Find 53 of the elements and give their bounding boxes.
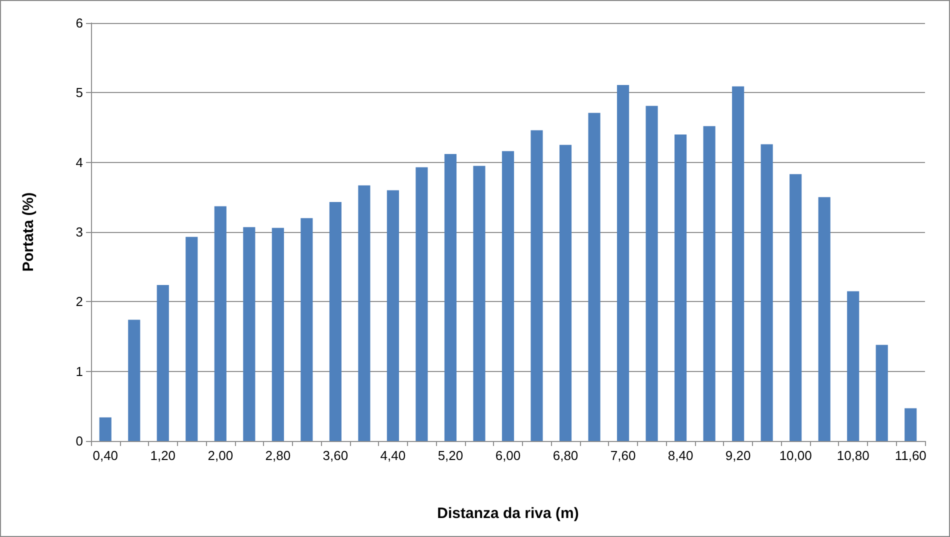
y-tick-label: 4: [76, 154, 83, 170]
bar: [588, 112, 600, 441]
bar: [386, 190, 400, 441]
x-tick-label: 10,00: [779, 448, 812, 463]
bar: [416, 167, 428, 441]
x-tick-label: 4,40: [380, 448, 406, 463]
bar: [760, 144, 773, 441]
bar: [732, 86, 744, 441]
bar: [502, 151, 514, 441]
x-tick-label: 10,80: [836, 448, 870, 463]
bar: [444, 154, 457, 441]
x-axis-title: Distanza da riva (m): [437, 505, 579, 522]
bar: [559, 144, 572, 441]
x-tick-label: 6,80: [552, 448, 578, 463]
y-tick-label: 0: [76, 434, 83, 448]
x-tick-label: 8,40: [668, 448, 694, 463]
x-tick-label: 3,60: [322, 448, 348, 463]
bar: [300, 218, 313, 441]
y-axis-title: Portata (%): [20, 192, 37, 272]
bar: [329, 202, 342, 441]
y-tick-label: 6: [76, 16, 83, 30]
bar: [616, 85, 630, 441]
bar: [904, 408, 917, 441]
bar: [473, 166, 486, 441]
bar: [358, 185, 370, 441]
x-tick-label: 11,60: [894, 448, 926, 463]
x-tick-label: 2,80: [265, 448, 291, 463]
bar: [99, 417, 112, 441]
x-tick-label: 6,00: [495, 448, 521, 463]
x-tick-label: 1,20: [150, 448, 176, 463]
y-tick-label: 5: [76, 85, 83, 100]
bar: [790, 174, 802, 441]
bar: [818, 197, 830, 441]
y-tick-label: 3: [76, 224, 83, 240]
bar: [674, 134, 687, 441]
bar: [186, 236, 198, 441]
bar: [703, 126, 716, 441]
bar: [646, 106, 658, 441]
bar: [272, 228, 284, 441]
x-tick-label: 7,60: [610, 448, 636, 463]
x-tick-label: 0,40: [92, 448, 118, 463]
bar: [243, 227, 256, 441]
y-tick-label: 2: [76, 294, 83, 310]
bar: [128, 320, 140, 441]
bar: [156, 284, 169, 441]
bar: [847, 291, 860, 441]
y-tick-label: 1: [76, 364, 83, 379]
x-tick-label: 5,20: [438, 448, 464, 463]
bar: [214, 206, 226, 441]
bar: [876, 344, 888, 441]
x-tick-label: 2,00: [208, 448, 234, 463]
bar: [530, 130, 543, 441]
x-tick-label: 9,20: [725, 448, 751, 463]
